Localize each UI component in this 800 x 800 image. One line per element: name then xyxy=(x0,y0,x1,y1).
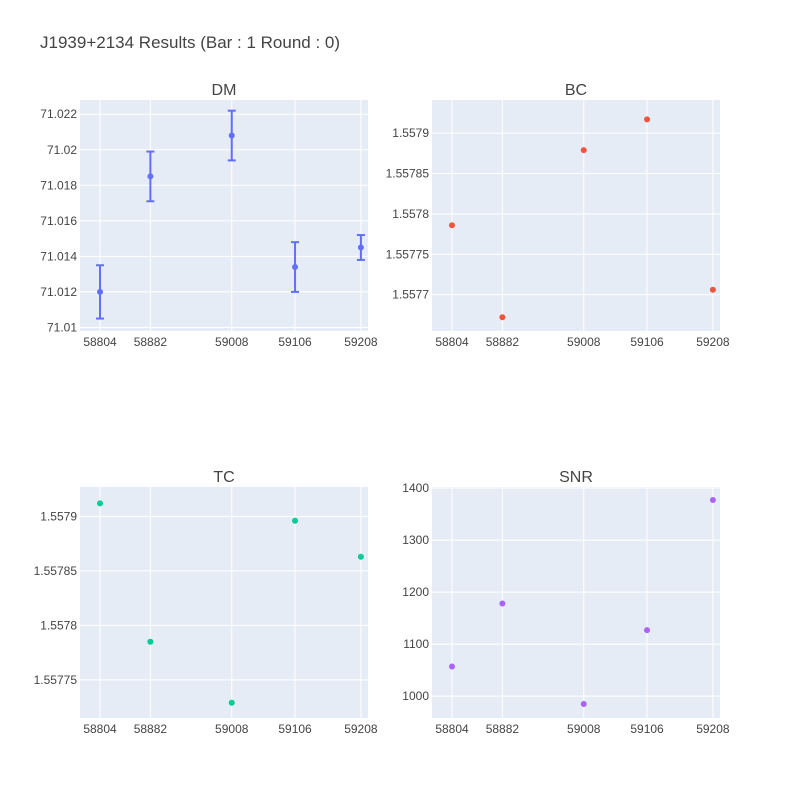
tc-y-tick-label: 1.5578 xyxy=(40,618,77,632)
dm-data-point[interactable] xyxy=(292,264,299,271)
snr-data-point[interactable] xyxy=(499,600,506,607)
dm-y-tick-label: 71.014 xyxy=(40,249,77,263)
dm-y-tick-label: 71.016 xyxy=(40,214,77,228)
dm-y-tick-label: 71.012 xyxy=(40,285,77,299)
dm-x-tick-label: 59008 xyxy=(215,335,249,349)
dm-x-tick-label: 58882 xyxy=(134,335,168,349)
tc-data-point[interactable] xyxy=(97,500,104,507)
bc-data-point[interactable] xyxy=(449,222,456,229)
subplot-dm: 58804 58882 59008 59106 59208 71.01 71.012 71.0… xyxy=(40,82,378,349)
snr-y-tick-label: 1000 xyxy=(402,689,429,703)
dm-y-tick-label: 71.022 xyxy=(40,107,77,121)
snr-x-tick-label: 59008 xyxy=(567,722,601,736)
bc-x-tick-label: 59008 xyxy=(567,335,601,349)
tc-data-point[interactable] xyxy=(357,553,364,560)
dm-x-tick-label: 59106 xyxy=(278,335,312,349)
snr-data-point[interactable] xyxy=(580,700,587,707)
bc-x-tick-label: 59208 xyxy=(696,335,730,349)
tc-subplot-title: TC xyxy=(213,469,234,486)
bc-data-point[interactable] xyxy=(709,286,716,293)
snr-x-tick-label: 59208 xyxy=(696,722,730,736)
bc-y-tick-label: 1.55785 xyxy=(386,167,430,181)
tc-y-tick-label: 1.55775 xyxy=(34,673,78,687)
bc-plot-area xyxy=(432,100,720,331)
snr-data-point[interactable] xyxy=(709,497,716,504)
subplot-tc: 58804 58882 59008 59106 59208 1.55775 1.5578 1.… xyxy=(34,469,378,736)
dm-subplot-title: DM xyxy=(212,82,237,99)
subplot-snr: 58804 58882 59008 59106 59208 1000 1100 1200 130… xyxy=(402,469,730,736)
dm-x-tick-label: 59208 xyxy=(344,335,378,349)
snr-x-tick-label: 58882 xyxy=(486,722,520,736)
tc-data-point[interactable] xyxy=(147,638,154,645)
tc-y-tick-label: 1.5579 xyxy=(40,509,77,523)
snr-x-tick-label: 59106 xyxy=(630,722,664,736)
tc-data-point[interactable] xyxy=(292,517,299,524)
bc-y-tick-label: 1.55775 xyxy=(386,247,430,261)
tc-data-point[interactable] xyxy=(228,699,235,706)
bc-data-point[interactable] xyxy=(580,147,587,154)
tc-plot-area xyxy=(80,487,368,718)
snr-plot-area xyxy=(432,487,720,718)
dm-y-tick-label: 71.02 xyxy=(47,143,77,157)
snr-y-tick-label: 1100 xyxy=(403,637,429,651)
snr-y-tick-label: 1400 xyxy=(402,481,429,495)
dm-data-point[interactable] xyxy=(147,173,154,180)
subplot-bc: 58804 58882 59008 59106 59208 1.5577 1.55775 1.… xyxy=(386,82,730,349)
tc-x-tick-label: 59106 xyxy=(278,722,312,736)
snr-x-tick-label: 58804 xyxy=(435,722,469,736)
snr-data-point[interactable] xyxy=(449,663,456,670)
tc-x-tick-label: 58882 xyxy=(134,722,168,736)
dm-x-tick-label: 58804 xyxy=(83,335,117,349)
snr-data-point[interactable] xyxy=(644,627,651,634)
bc-data-point[interactable] xyxy=(644,116,651,123)
tc-x-tick-label: 58804 xyxy=(83,722,117,736)
dm-data-point[interactable] xyxy=(228,132,235,139)
dm-y-tick-label: 71.01 xyxy=(47,320,77,334)
snr-y-tick-label: 1300 xyxy=(402,533,429,547)
tc-x-tick-label: 59008 xyxy=(215,722,249,736)
bc-y-tick-label: 1.5579 xyxy=(392,126,429,140)
dm-data-point[interactable] xyxy=(97,288,104,295)
dm-data-point[interactable] xyxy=(357,244,364,251)
dm-y-tick-label: 71.018 xyxy=(40,178,77,192)
bc-y-tick-label: 1.5578 xyxy=(392,207,429,221)
bc-x-tick-label: 58804 xyxy=(435,335,469,349)
tc-y-tick-label: 1.55785 xyxy=(34,564,78,578)
dm-plot-area xyxy=(80,100,368,331)
snr-y-tick-label: 1200 xyxy=(402,585,429,599)
bc-x-tick-label: 58882 xyxy=(486,335,520,349)
bc-subplot-title: BC xyxy=(565,82,587,99)
bc-y-tick-label: 1.5577 xyxy=(392,288,429,302)
figure-title: J1939+2134 Results (Bar : 1 Round : 0) xyxy=(40,33,341,52)
tc-x-tick-label: 59208 xyxy=(344,722,378,736)
bc-data-point[interactable] xyxy=(499,314,506,321)
snr-subplot-title: SNR xyxy=(559,469,593,486)
bc-x-tick-label: 59106 xyxy=(630,335,664,349)
